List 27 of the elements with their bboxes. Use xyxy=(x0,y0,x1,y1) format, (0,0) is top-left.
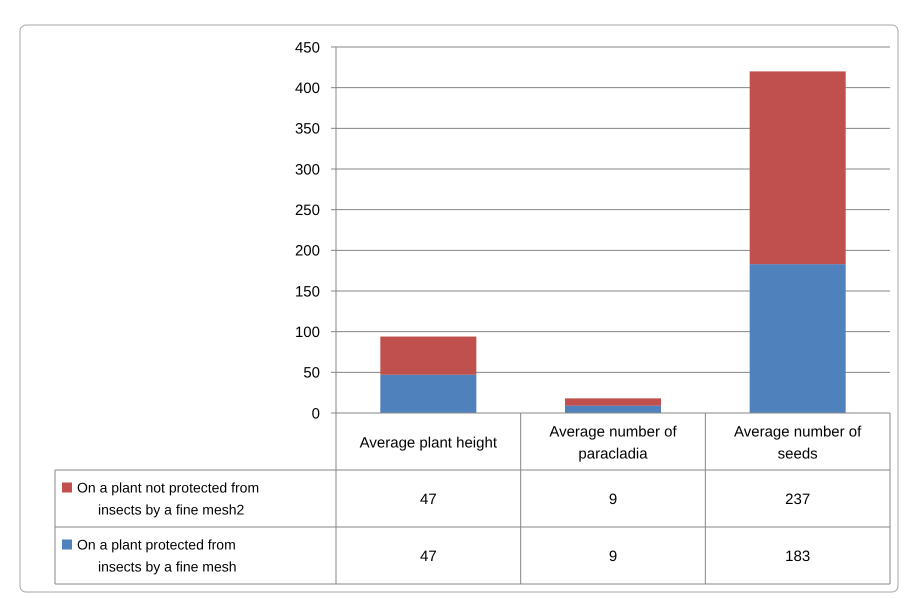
legend-label: On a plant not protected from insects by a fine mesh2 xyxy=(77,479,260,518)
legend-label: On a plant protected from insects by a fine mesh xyxy=(77,536,237,574)
x-tick-label: Average number of seeds xyxy=(734,423,862,462)
data-label: 47 xyxy=(420,490,437,508)
bar xyxy=(564,398,662,406)
y-tick-label: 150 xyxy=(294,283,320,300)
y-tick-label: 400 xyxy=(294,80,320,97)
data-label: 183 xyxy=(785,548,810,565)
data-label: 9 xyxy=(608,548,618,565)
y-tick-label: 100 xyxy=(294,324,320,341)
data-label: 237 xyxy=(785,490,810,508)
y-tick-label: 250 xyxy=(294,202,320,219)
bar xyxy=(564,406,662,413)
y-tick-label: 0 xyxy=(312,405,320,422)
bar xyxy=(380,336,476,375)
x-tick-label: Average number of paracladia xyxy=(549,423,678,462)
bar xyxy=(750,71,846,264)
y-tick-label: 300 xyxy=(294,161,320,178)
x-tick-label: Average plant height xyxy=(360,434,498,452)
data-label: 47 xyxy=(420,548,437,565)
bar xyxy=(750,264,846,413)
data-label: 9 xyxy=(608,490,618,508)
y-tick-label: 200 xyxy=(294,242,320,260)
y-tick-label: 350 xyxy=(294,120,320,138)
y-tick-label: 50 xyxy=(303,364,320,382)
y-tick-label: 450 xyxy=(294,39,320,56)
bar xyxy=(380,374,476,413)
